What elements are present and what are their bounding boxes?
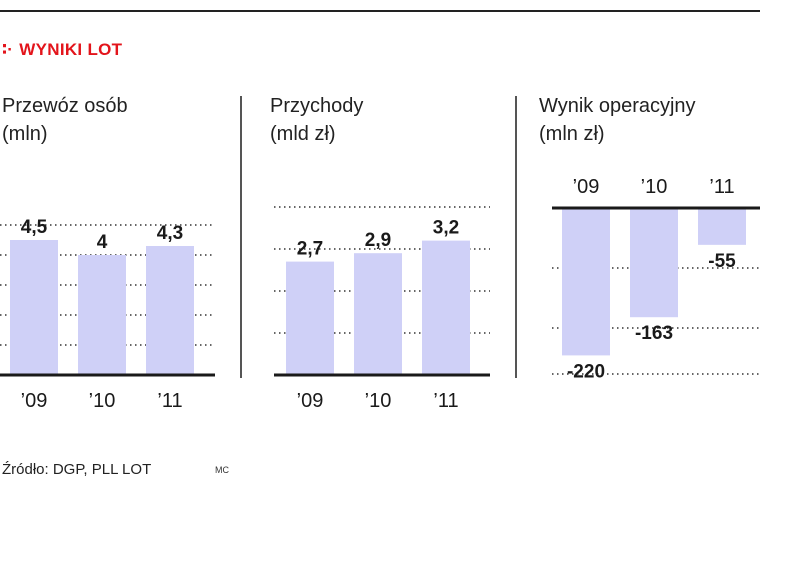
panel-1-title-line1: Przewóz osób [2, 95, 128, 117]
panel-1-value-label: 4 [97, 232, 108, 253]
panel-2-category-label: ’10 [365, 390, 392, 412]
panel-divider-1 [240, 96, 242, 378]
panel-1-bar [146, 246, 194, 375]
panel-1-title-line2: (mln) [2, 123, 48, 145]
panel-2-title-line1: Przychody [270, 95, 364, 117]
panel-3-bar [562, 208, 610, 356]
panel-divider-2 [515, 96, 517, 378]
panel-3-bar [630, 208, 678, 318]
panel-1-value-label: 4,5 [21, 217, 48, 238]
panel-2-bar [286, 261, 334, 375]
panel-1-value-label: 4,3 [157, 223, 183, 244]
panel-3-category-label: ’09 [573, 176, 600, 198]
panel-3-category-label: ’10 [641, 176, 668, 198]
panel-3-value-label: -163 [635, 323, 673, 344]
panel-3-title-line1: Wynik operacyjny [539, 95, 696, 117]
panel-1-title: Przewóz osób (mln) [2, 92, 128, 148]
panel-1-category-label: ’11 [157, 390, 182, 412]
panel-2-bar [354, 253, 402, 375]
panel-2-value-label: 3,2 [433, 218, 459, 239]
panel-3-title: Wynik operacyjny (mln zł) [539, 92, 696, 148]
panel-2-title-line2: (mld zł) [270, 123, 336, 145]
panel-2-value-label: 2,7 [297, 239, 323, 260]
panel-1-bar [10, 240, 58, 375]
top-rule [0, 10, 760, 12]
source-note: Źródło: DGP, PLL LOT [2, 461, 152, 478]
panel-1-category-label: ’09 [21, 390, 48, 412]
panel-2-bar [422, 240, 470, 375]
panel-3-title-line2: (mln zł) [539, 123, 605, 145]
panel-2-value-label: 2,9 [365, 230, 391, 251]
chart-header: ∶· WYNIKI LOT [2, 40, 122, 60]
panel-3-value-label: -55 [708, 251, 736, 272]
panel-3-value-label: -220 [567, 361, 605, 382]
panel-2-category-label: ’11 [433, 390, 458, 412]
author-credit: MC [215, 465, 229, 475]
panel-1-bar [78, 255, 126, 375]
header-title: WYNIKI LOT [19, 40, 123, 59]
panel-3-bar [698, 208, 746, 245]
panel-3-category-label: ’11 [709, 176, 734, 198]
panel-2-title: Przychody (mld zł) [270, 92, 363, 148]
header-mark-icon: ∶· [2, 40, 14, 59]
panel-2-category-label: ’09 [297, 390, 324, 412]
panel-1-category-label: ’10 [89, 390, 116, 412]
